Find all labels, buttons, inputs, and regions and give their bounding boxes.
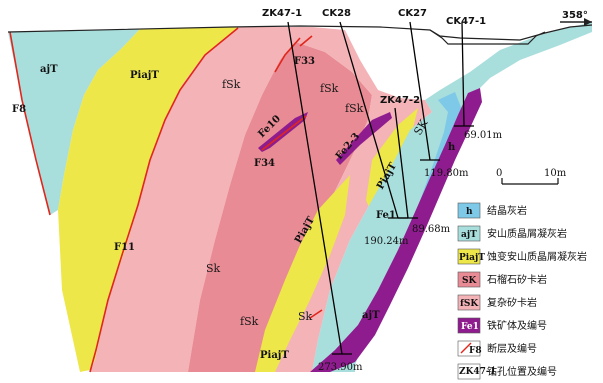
legend: h 结晶灰岩 ajT 安山质晶屑凝灰岩 PiajT 蚀变安山质晶屑凝灰岩 SK …	[457, 202, 587, 380]
label-borehole-ck47-1: CK47-1	[446, 16, 486, 27]
label-borehole-ck27: CK27	[398, 8, 427, 19]
label-piajt-bottom: PiajT	[260, 350, 289, 361]
borehole-ck27-line	[409, 21, 431, 161]
legend-label-piajt: 蚀变安山质晶屑凝灰岩	[487, 250, 587, 263]
borehole-ck28-line	[339, 21, 399, 219]
legend-label-ajt: 安山质晶屑凝灰岩	[487, 227, 567, 240]
fault-f34-line	[274, 37, 301, 73]
legend-label-borehole: 钻孔位置及编号	[487, 365, 557, 378]
scale-bar-start: 0	[496, 168, 502, 179]
pit-outline	[429, 29, 546, 45]
layer-fe1-ore	[310, 88, 482, 372]
scale-bar: 0 10m	[496, 168, 567, 185]
label-ajt-left: ajT	[40, 64, 58, 75]
legend-swatch-fault	[457, 340, 481, 357]
legend-symbol-borehole: ZK47-1	[459, 367, 496, 377]
label-fsk-mid: fSk	[345, 102, 364, 115]
legend-symbol-fe1: Fe1	[461, 322, 479, 332]
label-orientation: 358°	[562, 10, 588, 21]
fault-f8-line	[9, 31, 51, 216]
legend-swatch-h	[457, 202, 481, 219]
legend-symbol-fsk: fSK	[460, 299, 479, 309]
faults	[9, 27, 323, 373]
label-sk-center: Sk	[206, 262, 221, 275]
layer-fsk-outer	[90, 27, 312, 372]
fault-f11-line	[89, 27, 239, 373]
legend-label-fe1: 铁矿体及编号	[487, 319, 547, 332]
label-fsk-lower: fSk	[240, 315, 259, 328]
depth-zk47-2: 89.68m	[412, 224, 451, 235]
label-sk-small: Sk	[298, 310, 313, 323]
orientation-arrow	[584, 18, 592, 26]
label-fe1: Fe1	[376, 210, 396, 221]
legend-symbol-ajt: ajT	[461, 230, 477, 240]
legend-symbol-h: h	[466, 207, 473, 217]
label-h: h	[448, 142, 456, 153]
fault-f10-line	[261, 115, 307, 151]
layer-sk-central	[188, 38, 372, 372]
legend-swatch-borehole	[457, 363, 481, 380]
depth-ck28: 190.24m	[364, 236, 409, 247]
scale-bar-end: 10m	[544, 168, 567, 179]
borehole-zk47-2-line	[394, 107, 409, 219]
depth-zk47-1: 273.90m	[318, 362, 363, 373]
label-fault-f34: F34	[254, 158, 275, 169]
rock-layers	[8, 22, 592, 372]
label-fsk-upper: fSk	[222, 78, 241, 91]
boreholes	[287, 21, 474, 355]
depth-ck47-1: 69.01m	[464, 130, 503, 141]
borehole-zk47-1-line	[287, 21, 343, 355]
fault-sk-small	[309, 309, 323, 319]
label-fault-f33: F33	[294, 56, 315, 67]
layer-piajt-mid	[298, 232, 320, 275]
depth-ck27: 119.80m	[424, 168, 469, 179]
label-borehole-zk47-1: ZK47-1	[262, 8, 302, 19]
label-fault-f11: F11	[114, 242, 135, 253]
layer-fe2-3-ore	[336, 112, 392, 165]
legend-swatch-ajt	[457, 225, 481, 242]
fault-f33-line	[299, 35, 313, 47]
legend-label-sk: 石榴石矽卡岩	[487, 273, 547, 286]
legend-swatch-fe1	[457, 317, 481, 334]
label-piajt-upper: PiajT	[130, 70, 159, 81]
label-fault-f8: F8	[12, 104, 26, 115]
legend-swatch-piajt	[457, 248, 481, 265]
legend-symbol-piajt: PiajT	[459, 253, 485, 263]
label-ajt-right: ajT	[362, 310, 380, 321]
legend-swatch-sk	[457, 271, 481, 288]
layer-ajt-left	[8, 29, 140, 215]
label-borehole-ck28: CK28	[322, 8, 351, 19]
legend-symbol-sk: SK	[462, 276, 477, 286]
layer-fe10-ore	[258, 112, 308, 152]
label-fsk-right: fSk	[320, 82, 339, 95]
layer-piajt-lower	[255, 175, 350, 372]
legend-label-h: 结晶灰岩	[487, 204, 527, 217]
legend-fault-line-icon	[460, 342, 472, 354]
legend-swatch-fsk	[457, 294, 481, 311]
layer-piajt-left	[58, 27, 238, 372]
legend-symbol-fault: F8	[469, 346, 482, 356]
legend-label-fsk: 复杂矽卡岩	[487, 296, 537, 309]
legend-label-fault: 断层及编号	[487, 342, 537, 355]
label-borehole-zk47-2: ZK47-2	[380, 95, 420, 106]
borehole-ck47-1-line	[461, 21, 465, 127]
